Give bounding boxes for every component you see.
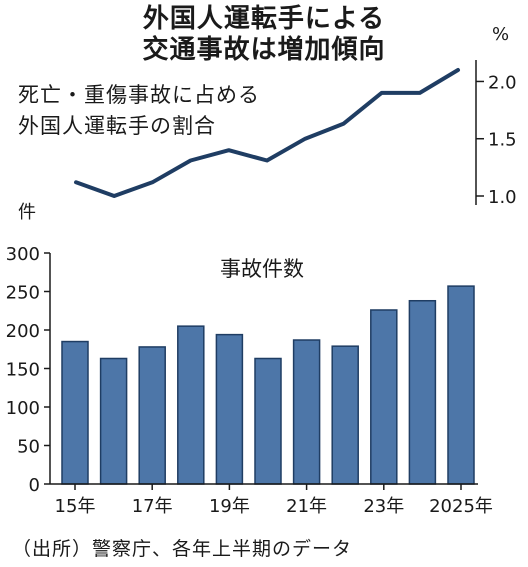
bar-2022 [331,345,359,485]
line-unit-label: % [492,24,509,45]
bar-y-tick-label: 50 [17,437,40,458]
line-y-tick-label: 1.5 [488,130,517,151]
bar-2025 [447,285,475,485]
bar-2017 [138,346,166,485]
bar-x-tick-label: 23年 [363,496,404,517]
bar-unit-label: 件 [18,202,36,223]
bar-2018 [177,325,205,485]
bar-2020 [254,357,282,485]
line-chart: % 2.0 1.5 1.0 [74,24,517,208]
bar-x-tick-label: 19年 [209,496,250,517]
bar-2023 [370,309,398,485]
line-label-row-2: 外国人運転手の割合 [18,114,216,138]
bar-2024 [408,299,437,485]
bar-y-tick-label: 100 [6,398,40,419]
bar-2016 [99,357,128,485]
bar-x-ticks: 15年 17年 19年 21年 23年 2025年 [55,484,493,517]
bar-series [61,285,475,485]
line-label-row-1: 死亡・重傷事故に占める [18,83,260,107]
bar-y-tick-label: 0 [29,475,40,496]
bar-chart: 件 事故件数 300 250 200 150 100 50 0 15年 17年 19年 21年 23… [6,202,493,517]
line-series-ratio [74,68,460,198]
bar-y-tick-label: 150 [6,360,40,381]
bar-y-tick-label: 200 [6,321,40,342]
line-y-tick-label: 1.0 [488,187,517,208]
bar-y-tick-label: 250 [6,283,40,304]
bar-y-ticks: 300 250 200 150 100 50 0 [6,244,50,496]
line-series-label: 死亡・重傷事故に占める 外国人運転手の割合 [18,80,260,142]
line-y-ticks: 2.0 1.5 1.0 [476,72,517,208]
bar-2015 [61,340,89,485]
bar-chart-title: 事故件数 [220,257,304,281]
chart-title: 外国人運転手による 交通事故は増加傾向 [0,4,528,66]
bar-2021 [292,339,321,485]
bar-x-tick-label: 2025年 [429,496,493,517]
bar-x-tick-label: 21年 [286,496,327,517]
title-line-2: 交通事故は増加傾向 [142,35,386,65]
bar-x-tick-label: 15年 [55,496,96,517]
bar-y-tick-label: 300 [6,244,40,265]
title-line-1: 外国人運転手による [142,4,386,34]
source-note: （出所）警察庁、各年上半期のデータ [12,538,353,560]
bar-2019 [215,333,244,485]
line-y-tick-label: 2.0 [488,72,517,93]
bar-x-tick-label: 17年 [132,496,173,517]
